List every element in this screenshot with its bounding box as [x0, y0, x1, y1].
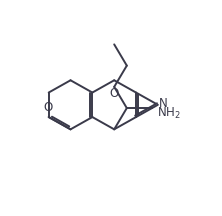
Text: O: O [110, 87, 119, 100]
Text: NH$_2$: NH$_2$ [157, 106, 180, 121]
Text: O: O [43, 101, 52, 114]
Text: N: N [159, 97, 168, 110]
